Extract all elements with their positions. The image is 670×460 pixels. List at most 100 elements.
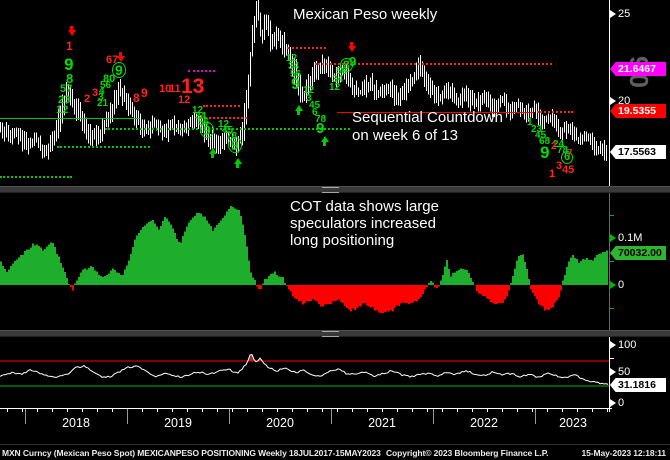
year-label: 2019	[164, 416, 192, 430]
oscillator-chart-canvas[interactable]	[0, 337, 609, 408]
countdown-digit: 21	[97, 98, 109, 109]
x-axis-tick	[292, 409, 293, 412]
countdown-digit: 78	[557, 145, 569, 156]
level-dotted-line	[105, 128, 162, 130]
x-axis-tick	[202, 409, 203, 412]
countdown-digit: 45	[222, 125, 234, 136]
countdown-digit: 67	[106, 54, 119, 66]
year-separator	[229, 409, 230, 424]
axis-line-osc	[609, 337, 610, 412]
x-axis-tick	[67, 409, 68, 412]
cot-line-3: long positioning	[290, 232, 395, 249]
status-ticker-text: MXN Curncy (Mexican Peso Spot) MEXICANPE…	[2, 448, 381, 458]
panel-divider-1[interactable]	[0, 186, 670, 193]
level-line	[0, 118, 140, 119]
x-axis-tick	[97, 409, 98, 412]
price-badge: 31.1816	[610, 378, 666, 392]
countdown-arrow-up-icon	[233, 158, 242, 168]
x-axis-tick	[562, 409, 563, 412]
countdown-digit: 3	[556, 160, 563, 172]
axis-label: 25	[618, 8, 631, 20]
x-axis-tick	[607, 409, 608, 412]
countdown-arrow-up-icon	[294, 105, 303, 115]
x-axis: 2018 2019 2020 2021 2022 2023	[0, 408, 616, 444]
cot-line-1: COT data shows large	[290, 198, 439, 215]
countdown-digit: 8	[133, 91, 140, 105]
countdown-digit: 1	[549, 168, 556, 180]
axis-minor-tick	[610, 308, 614, 309]
x-axis-tick	[577, 409, 578, 412]
level-line	[337, 112, 533, 113]
countdown-digit: 8	[66, 71, 74, 86]
year-label: 2021	[368, 416, 396, 430]
x-axis-tick	[442, 409, 443, 412]
countdown-digit: 23	[531, 124, 543, 135]
axis-label: 0	[618, 279, 625, 291]
countdown-digit: 1	[527, 117, 533, 128]
countdown-digit: 11	[169, 83, 181, 95]
x-axis-tick	[592, 409, 593, 412]
level-dotted-line	[315, 63, 552, 65]
axis-line-cot	[609, 193, 610, 330]
x-axis-tick	[307, 409, 308, 412]
x-axis-tick	[142, 409, 143, 412]
oscillator-panel[interactable]	[0, 337, 609, 408]
countdown-digit: 9	[316, 120, 325, 137]
cot-note: COT data shows large speculators increas…	[290, 198, 439, 249]
price-badge: 19.5355	[610, 104, 666, 118]
countdown-digit: 12	[218, 119, 230, 130]
x-axis-tick	[352, 409, 353, 412]
cot-chart-canvas[interactable]	[0, 193, 609, 330]
x-axis-tick	[262, 409, 263, 412]
axis-minor-tick	[610, 358, 614, 359]
countdown-digit: 12	[303, 85, 315, 96]
countdown-digit: 13	[181, 75, 205, 98]
level-dotted-line	[203, 105, 240, 107]
x-axis-tick	[112, 409, 113, 412]
x-axis-tick	[547, 409, 548, 412]
countdown-digit: 24	[553, 139, 565, 150]
axis-label: 0	[618, 397, 625, 409]
axis-tick-icon	[610, 10, 616, 18]
axis-label: 0.1M	[618, 232, 643, 244]
divider-drag-handle-icon[interactable]	[322, 331, 339, 337]
x-axis-tick	[22, 409, 23, 412]
countdown-digit: 1	[66, 39, 73, 53]
divider-drag-handle-icon[interactable]	[322, 187, 339, 193]
year-label: 2023	[559, 416, 587, 430]
price-panel[interactable]: 9 8 57 23 12 1 2 3 67 9 80 56 4 3 21 8 9 10 11 12 13 12 34 56 9 1…	[0, 0, 609, 186]
axis-label: 100	[618, 339, 637, 351]
countdown-digit: 78	[315, 114, 327, 125]
year-separator	[433, 409, 434, 424]
axis-tick-icon	[610, 399, 616, 407]
year-separator	[25, 409, 26, 424]
year-label: 2018	[62, 416, 90, 430]
level-dotted-line	[0, 176, 72, 178]
panel-divider-2[interactable]	[0, 330, 670, 337]
countdown-digit: 78	[226, 131, 238, 142]
level-dotted-line	[287, 47, 326, 49]
year-label: 2022	[470, 416, 498, 430]
x-axis-tick	[82, 409, 83, 412]
year-separator	[535, 409, 536, 424]
cot-panel[interactable]: COT data shows large speculators increas…	[0, 193, 609, 330]
x-axis-tick	[7, 409, 8, 412]
price-badge: 17.5563	[610, 145, 666, 159]
countdown-digit: 45	[309, 100, 321, 111]
axis-minor-tick	[610, 261, 614, 262]
countdown-digit: 45	[535, 130, 547, 141]
x-axis-tick	[247, 409, 248, 412]
countdown-arrow-up-icon	[208, 148, 217, 158]
chart-title: Mexican Peso weekly	[293, 6, 438, 23]
countdown-digit: 6	[561, 151, 574, 164]
x-axis-tick	[457, 409, 458, 412]
axis-line-price	[609, 0, 610, 186]
x-axis-tick	[382, 409, 383, 412]
x-axis-tick	[157, 409, 158, 412]
axis-tick-icon	[610, 368, 616, 376]
x-axis-tick	[487, 409, 488, 412]
countdown-digit: 8	[340, 58, 353, 72]
x-axis-tick	[397, 409, 398, 412]
status-datetime-text: 15-May-2023 12:18:11	[581, 448, 667, 458]
countdown-digit: 2	[551, 141, 557, 152]
